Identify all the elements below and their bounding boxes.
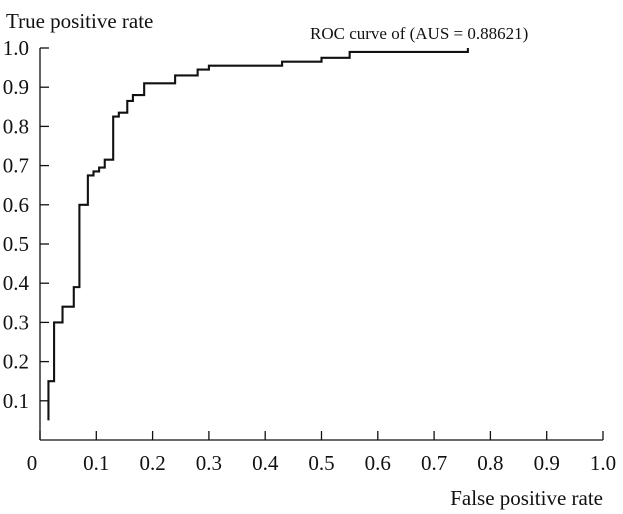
x-tick-label: 0.8 xyxy=(477,451,503,475)
x-tick-label: 0.5 xyxy=(308,451,334,475)
x-tick-label: 0.3 xyxy=(196,451,222,475)
y-tick-label: 0.1 xyxy=(3,389,29,413)
x-tick-label: 0.2 xyxy=(139,451,165,475)
y-tick-label: 0.2 xyxy=(3,350,29,374)
x-axis: 0 0.1 0.2 0.3 0.4 0.5 0.6 0.7 0.8 0.9 1.0 xyxy=(27,431,616,475)
x-tick-label: 1.0 xyxy=(590,451,616,475)
y-tick-label: 0.3 xyxy=(3,310,29,334)
roc-curve-line xyxy=(47,48,469,421)
x-tick-label: 0.6 xyxy=(365,451,391,475)
y-tick-label: 0.7 xyxy=(3,154,29,178)
y-tick-label: 1.0 xyxy=(3,36,29,60)
x-axis-title: False positive rate xyxy=(450,486,603,510)
y-tick-label: 0.9 xyxy=(3,75,29,99)
y-tick-label: 0.5 xyxy=(3,232,29,256)
roc-series xyxy=(47,48,469,421)
y-tick-label: 0.4 xyxy=(3,271,30,295)
x-tick-label: 0.7 xyxy=(421,451,447,475)
x-tick-label: 0.1 xyxy=(83,451,109,475)
x-tick-label: 0.4 xyxy=(252,451,279,475)
roc-annotation: ROC curve of (AUS = 0.88621) xyxy=(310,24,528,43)
y-axis: 0.1 0.2 0.3 0.4 0.5 0.6 0.7 0.8 0.9 1.0 xyxy=(3,36,49,440)
x-tick-label: 0 xyxy=(27,451,38,475)
x-tick-label: 0.9 xyxy=(534,451,560,475)
y-tick-label: 0.8 xyxy=(3,114,29,138)
y-tick-label: 0.6 xyxy=(3,193,29,217)
y-axis-title: True positive rate xyxy=(6,9,153,33)
